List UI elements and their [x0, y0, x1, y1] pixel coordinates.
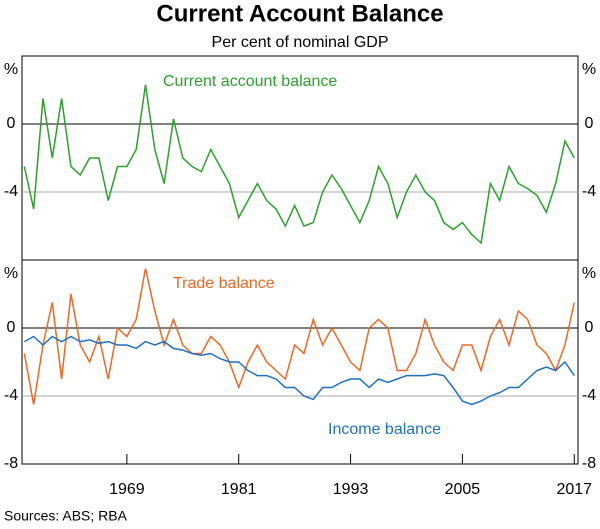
- y2-tick-label: %: [582, 61, 596, 78]
- x-tick-label: 1993: [333, 481, 369, 498]
- y2-tick-label: -4: [582, 183, 596, 200]
- y-tick-label: %: [4, 265, 18, 282]
- chart-subtitle: Per cent of nominal GDP: [212, 34, 389, 51]
- footnote: Sources: ABS; RBA: [4, 508, 128, 524]
- series-label: Trade balance: [173, 275, 275, 292]
- x-tick-label: 1981: [221, 481, 257, 498]
- y-tick-label: -8: [4, 455, 18, 472]
- series-line: [23, 268, 576, 405]
- series-line: [23, 84, 575, 245]
- plot-frame: [21, 259, 579, 465]
- y-tick-label: 0: [7, 115, 16, 132]
- y-tick-label: %: [4, 61, 18, 78]
- series-label: Income balance: [328, 421, 441, 438]
- chart-title: Current Account Balance: [156, 0, 443, 27]
- y2-tick-label: -4: [582, 387, 596, 404]
- y2-tick-label: 0: [585, 319, 594, 336]
- series-label: Current account balance: [163, 73, 337, 90]
- y-tick-label: 0: [7, 319, 16, 336]
- y2-tick-label: 0: [585, 115, 594, 132]
- y2-tick-label: %: [582, 265, 596, 282]
- x-tick-label: 2017: [556, 481, 592, 498]
- x-tick-label: 2005: [445, 481, 481, 498]
- series-line: [23, 335, 575, 406]
- y-tick-label: -4: [4, 183, 18, 200]
- y-tick-label: -4: [4, 387, 18, 404]
- y2-tick-label: -8: [582, 455, 596, 472]
- x-tick-label: 1969: [109, 481, 145, 498]
